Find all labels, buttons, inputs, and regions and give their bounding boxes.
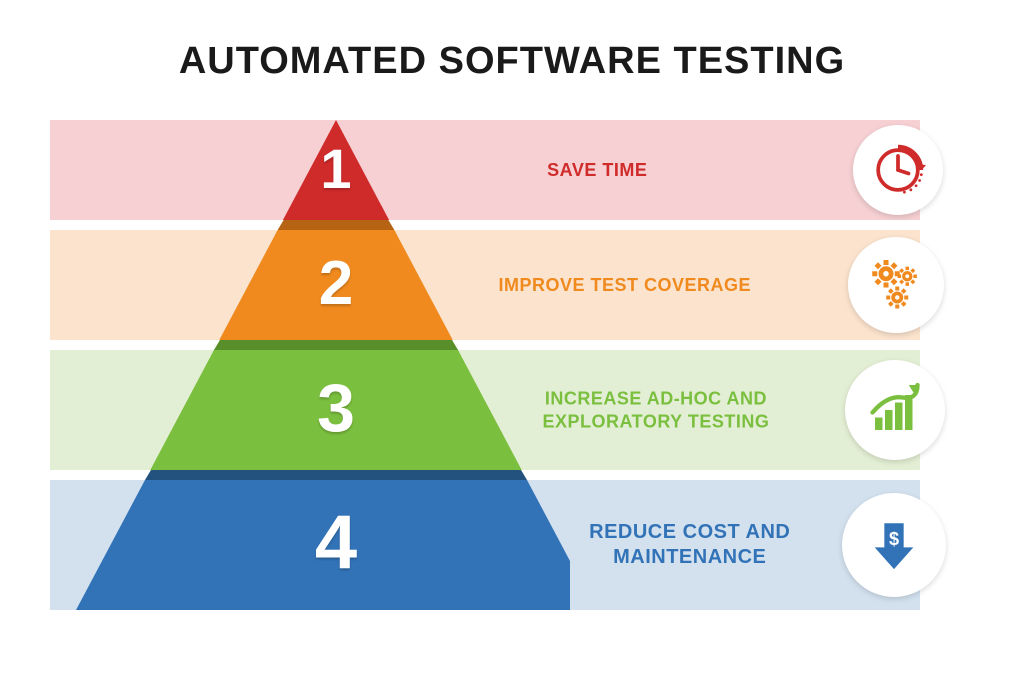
icon-circle-2 — [848, 237, 944, 333]
icon-circle-4: $ — [842, 493, 946, 597]
dollar-down-arrow-icon: $ — [865, 516, 923, 574]
bar-4-label: REDUCE COST AND MAINTENANCE — [582, 520, 798, 570]
page-title: AUTOMATED SOFTWARE TESTING — [0, 40, 1024, 83]
level-1-number: 1 — [276, 136, 396, 201]
gears-icon — [866, 255, 926, 315]
level-2-number: 2 — [276, 248, 396, 319]
icon-circle-1 — [853, 125, 943, 215]
level-4-number: 4 — [276, 499, 396, 586]
icon-circle-3 — [845, 360, 945, 460]
growth-chart-icon — [865, 380, 925, 440]
clock-icon — [870, 142, 926, 198]
level-3-number: 3 — [276, 369, 396, 447]
svg-text:$: $ — [889, 529, 899, 549]
infographic-stage: SAVE TIME IMPROVE TEST COVERAGE — [50, 120, 980, 650]
